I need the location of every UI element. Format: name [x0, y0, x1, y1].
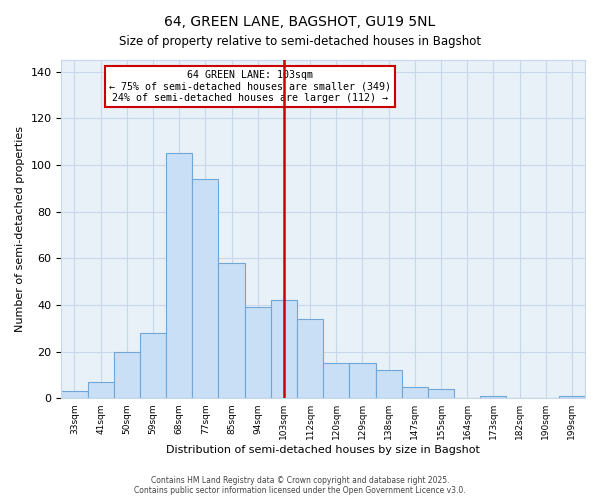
Bar — [559, 396, 585, 398]
Text: Size of property relative to semi-detached houses in Bagshot: Size of property relative to semi-detach… — [119, 35, 481, 48]
Bar — [428, 389, 454, 398]
Y-axis label: Number of semi-detached properties: Number of semi-detached properties — [15, 126, 25, 332]
Bar — [218, 263, 245, 398]
Bar — [402, 386, 428, 398]
Bar — [114, 352, 140, 398]
Bar — [61, 391, 88, 398]
Bar — [140, 333, 166, 398]
Text: Contains HM Land Registry data © Crown copyright and database right 2025.
Contai: Contains HM Land Registry data © Crown c… — [134, 476, 466, 495]
Bar — [271, 300, 297, 398]
Bar — [88, 382, 114, 398]
Text: 64 GREEN LANE: 103sqm
← 75% of semi-detached houses are smaller (349)
24% of sem: 64 GREEN LANE: 103sqm ← 75% of semi-deta… — [109, 70, 391, 103]
Bar — [376, 370, 402, 398]
Bar — [323, 363, 349, 398]
Text: 64, GREEN LANE, BAGSHOT, GU19 5NL: 64, GREEN LANE, BAGSHOT, GU19 5NL — [164, 15, 436, 29]
Bar — [193, 179, 218, 398]
Bar — [166, 154, 193, 398]
Bar — [297, 319, 323, 398]
Bar — [245, 307, 271, 398]
X-axis label: Distribution of semi-detached houses by size in Bagshot: Distribution of semi-detached houses by … — [166, 445, 480, 455]
Bar — [349, 363, 376, 398]
Bar — [480, 396, 506, 398]
